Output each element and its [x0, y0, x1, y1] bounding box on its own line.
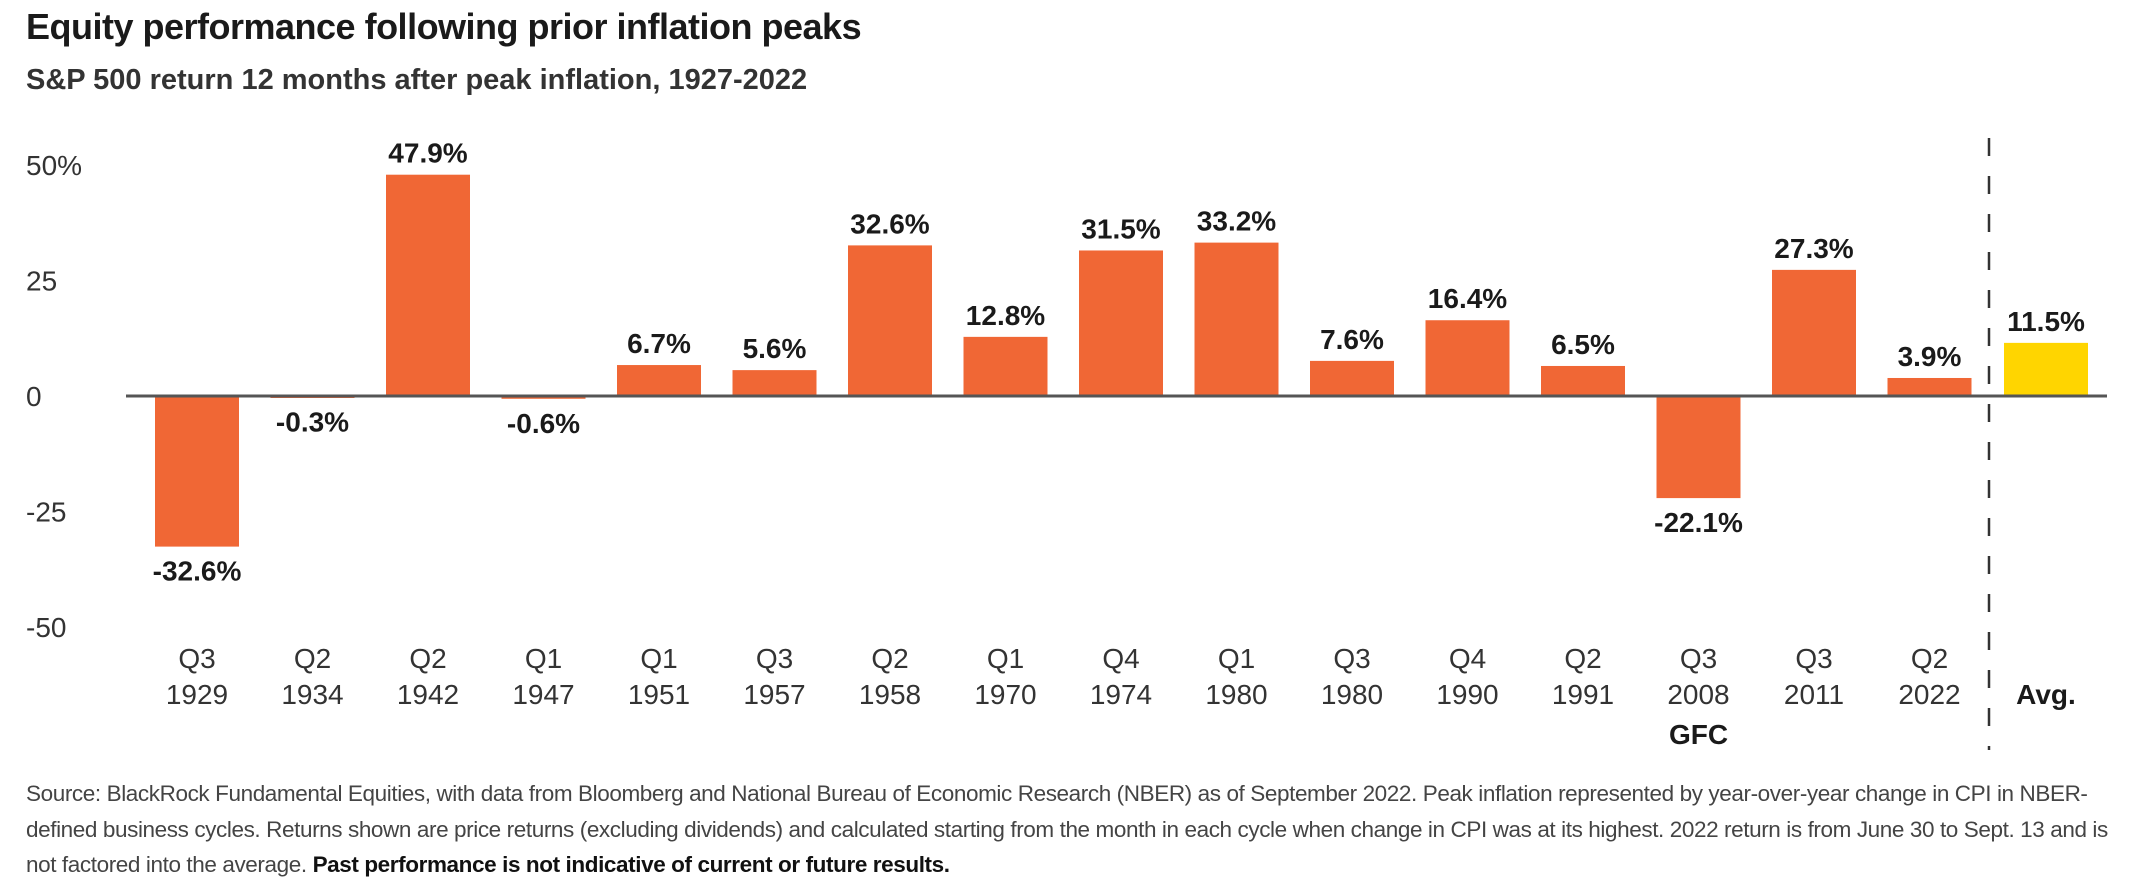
- bar: [848, 245, 932, 396]
- x-tick-year: 1942: [397, 679, 459, 710]
- x-tick-quarter: Q2: [1564, 643, 1601, 674]
- bar: [963, 336, 1048, 396]
- bar: [1541, 365, 1625, 396]
- data-label: 7.6%: [1320, 324, 1384, 355]
- x-tick-year: 2011: [1784, 679, 1844, 710]
- data-label: 12.8%: [966, 300, 1045, 331]
- data-label: 3.9%: [1898, 341, 1962, 372]
- y-tick-label: 25: [26, 266, 57, 297]
- bar: [386, 174, 470, 396]
- data-label: -0.6%: [507, 408, 580, 439]
- x-tick-year: 1947: [512, 679, 574, 710]
- footnote: Source: BlackRock Fundamental Equities, …: [26, 776, 2126, 883]
- bar: [1425, 320, 1510, 396]
- x-tick-quarter: Q1: [640, 643, 677, 674]
- average-bar: [2004, 342, 2088, 396]
- x-tick-quarter: Q3: [178, 643, 215, 674]
- data-label: 32.6%: [850, 208, 929, 239]
- data-label: 6.7%: [627, 328, 691, 359]
- x-tick-year: 1991: [1552, 679, 1614, 710]
- x-tick-quarter: Q2: [871, 643, 908, 674]
- bar: [1194, 242, 1279, 396]
- x-tick-year: 1990: [1436, 679, 1498, 710]
- bar-chart: 50% 25 0 -25 -50 -32.6% Q3 1929 -0.3% Q2 1934 47.9%…: [26, 138, 2107, 750]
- x-tick-quarter: Q3: [1680, 643, 1717, 674]
- bar: [1310, 360, 1394, 396]
- x-tick-quarter: Q1: [525, 643, 562, 674]
- bar: [155, 396, 239, 547]
- average-data-label: 11.5%: [2007, 306, 2085, 337]
- x-tick-year: 1957: [743, 679, 805, 710]
- x-tick-year: 1974: [1090, 679, 1152, 710]
- data-label: 33.2%: [1197, 206, 1276, 237]
- chart-subtitle: S&P 500 return 12 months after peak infl…: [26, 64, 808, 96]
- y-tick-label: 50%: [26, 150, 82, 181]
- x-tick-quarter: Q1: [987, 643, 1024, 674]
- y-tick-label: -25: [26, 497, 66, 528]
- x-tick-year: 2008: [1667, 679, 1729, 710]
- data-label: 6.5%: [1551, 329, 1615, 360]
- bar: [732, 370, 817, 396]
- x-tick-quarter: Q3: [1333, 643, 1370, 674]
- x-tick-quarter: Q2: [294, 643, 331, 674]
- x-tick-quarter: Q1: [1218, 643, 1255, 674]
- data-label: 27.3%: [1774, 233, 1853, 264]
- footnote-text: Source: BlackRock Fundamental Equities, …: [26, 781, 2108, 877]
- data-label: 16.4%: [1428, 283, 1507, 314]
- bar: [1079, 250, 1163, 396]
- bar: [617, 365, 701, 396]
- chart-title: Equity performance following prior infla…: [26, 6, 862, 47]
- data-label: -22.1%: [1654, 507, 1743, 538]
- x-tick-quarter: Q4: [1449, 643, 1486, 674]
- x-tick-year: 1970: [974, 679, 1036, 710]
- data-label: 31.5%: [1081, 213, 1160, 244]
- y-tick-label: 0: [26, 381, 42, 412]
- x-tick-quarter: Q3: [1795, 643, 1832, 674]
- x-tick-quarter: Q2: [1911, 643, 1948, 674]
- average-label: Avg.: [2016, 679, 2076, 710]
- x-tick-quarter: Q3: [756, 643, 793, 674]
- bar: [1772, 269, 1856, 396]
- x-tick-year: 1951: [628, 679, 690, 710]
- x-tick-year: 1980: [1205, 679, 1267, 710]
- x-tick-quarter: Q2: [409, 643, 446, 674]
- data-label: 5.6%: [743, 333, 807, 364]
- x-tick-year: 1929: [166, 679, 228, 710]
- data-label: -32.6%: [153, 556, 242, 587]
- data-label: 47.9%: [388, 138, 467, 169]
- bar: [1656, 396, 1741, 499]
- bar: [1887, 377, 1972, 396]
- footnote-disclaimer: Past performance is not indicative of cu…: [312, 852, 950, 877]
- x-tick-year: 1934: [281, 679, 343, 710]
- x-tick-quarter: Q4: [1102, 643, 1139, 674]
- x-tick-note: GFC: [1669, 719, 1728, 750]
- x-tick-year: 1980: [1321, 679, 1383, 710]
- x-tick-year: 2022: [1898, 679, 1960, 710]
- y-tick-label: -50: [26, 612, 66, 643]
- data-label: -0.3%: [276, 406, 349, 437]
- x-tick-year: 1958: [859, 679, 921, 710]
